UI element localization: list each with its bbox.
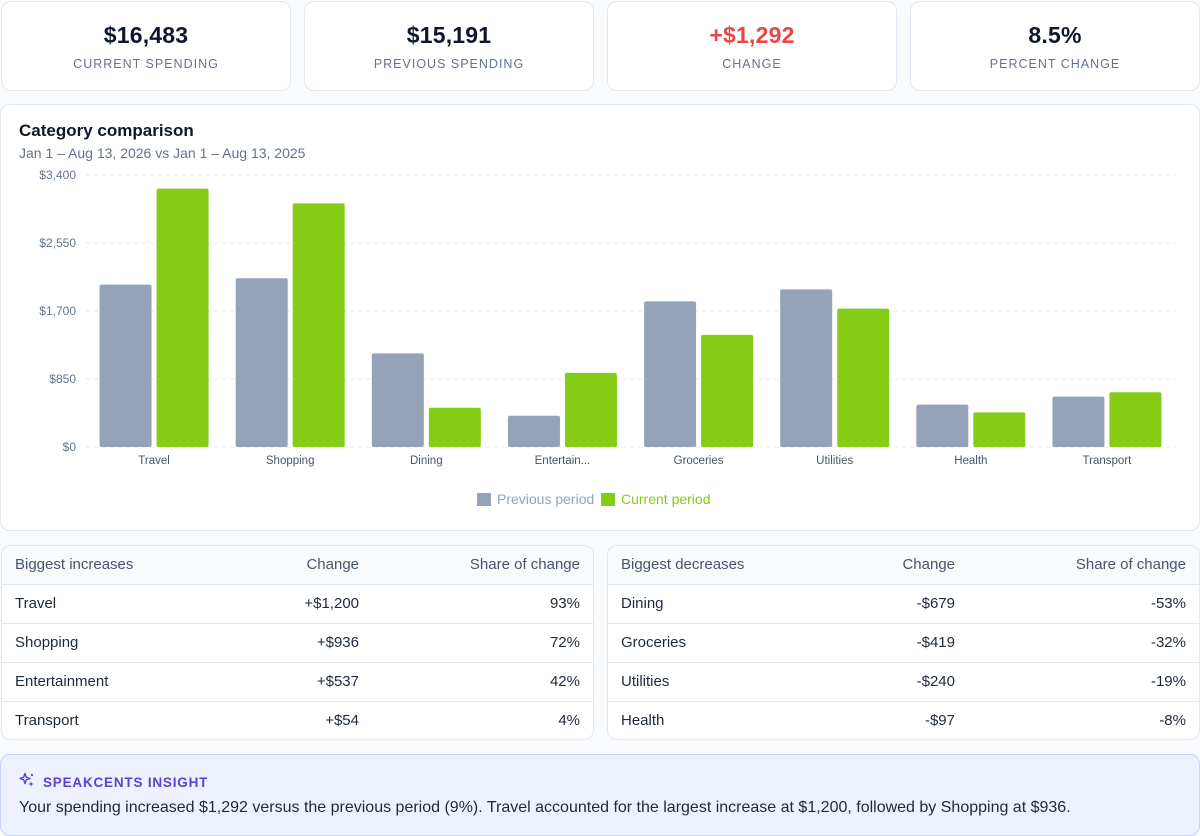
x-tick-label: Dining	[410, 455, 443, 467]
column-header: Biggest decreases	[608, 546, 828, 585]
share-cell: -32%	[968, 623, 1199, 663]
biggest-increases-table: Biggest increases Change Share of change…	[1, 545, 594, 740]
kpi-label: PERCENT CHANGE	[989, 57, 1121, 71]
column-header: Change	[222, 546, 372, 585]
table-row: Travel +$1,200 93%	[2, 584, 593, 624]
x-tick-label: Health	[954, 455, 987, 467]
bar-previous	[644, 301, 697, 447]
chart-title: Category comparison	[19, 121, 194, 140]
bar-current	[156, 188, 209, 447]
legend-swatch	[477, 493, 491, 506]
share-cell: 93%	[372, 584, 593, 624]
bar-previous	[507, 415, 560, 447]
sparkle-icon	[19, 772, 35, 793]
category-cell: Shopping	[2, 623, 222, 663]
category-cell: Health	[621, 712, 665, 730]
change-cell: -$419	[828, 623, 968, 663]
y-tick-label: $0	[63, 440, 77, 454]
y-tick-label: $1,700	[39, 304, 76, 318]
share-cell: 72%	[372, 623, 593, 663]
table-header-row: Biggest increases Change Share of change	[2, 546, 593, 585]
bar-current	[973, 412, 1026, 447]
table-row: Shopping +$936 72%	[2, 623, 593, 663]
column-header: Change	[828, 546, 968, 585]
y-tick-label: $850	[49, 372, 76, 386]
kpi-percent-change: 8.5% PERCENT CHANGE	[910, 1, 1200, 91]
column-header: Share of change	[372, 546, 593, 585]
column-header: Biggest increases	[2, 546, 222, 585]
bar-previous	[99, 284, 152, 447]
bar-current	[292, 203, 345, 447]
table-header-row: Biggest decreases Change Share of change	[608, 546, 1199, 585]
legend-label: Current period	[621, 491, 711, 507]
change-cell: -$97	[924, 712, 955, 730]
share-cell: -53%	[968, 584, 1199, 624]
table-row: Utilities -$240 -19%	[608, 662, 1199, 702]
y-tick-label: $3,400	[39, 168, 76, 182]
category-cell: Utilities	[608, 662, 828, 702]
kpi-previous-spending: $15,191 PREVIOUS SPENDING	[304, 1, 594, 91]
category-cell: Transport	[15, 712, 79, 730]
table-row: Dining -$679 -53%	[608, 584, 1199, 624]
kpi-change: +$1,292 CHANGE	[607, 1, 897, 91]
share-cell: 4%	[558, 712, 580, 730]
y-tick-label: $2,550	[39, 236, 76, 250]
kpi-value: +$1,292	[709, 22, 795, 48]
x-tick-label: Travel	[138, 455, 170, 467]
table-row: Entertainment +$537 42%	[2, 662, 593, 702]
insight-text: Your spending increased $1,292 versus th…	[19, 799, 1071, 816]
bar-current	[428, 407, 481, 447]
change-cell: -$240	[828, 662, 968, 702]
insight-title: SPEAKCENTS INSIGHT	[43, 775, 209, 790]
x-tick-label: Groceries	[674, 455, 724, 467]
bar-current	[1109, 392, 1162, 447]
insight-card: SPEAKCENTS INSIGHT Your spending increas…	[0, 754, 1200, 836]
category-cell: Dining	[608, 584, 828, 624]
table-row: Health -$97 -8%	[608, 701, 1199, 739]
change-cell: -$679	[828, 584, 968, 624]
insight-header: SPEAKCENTS INSIGHT	[19, 772, 208, 793]
bar-previous	[780, 289, 833, 447]
category-cell: Groceries	[608, 623, 828, 663]
kpi-value: $15,191	[406, 22, 492, 48]
column-header: Share of change	[968, 546, 1199, 585]
x-tick-label: Utilities	[816, 455, 853, 467]
legend-swatch	[601, 493, 615, 506]
category-cell: Entertainment	[2, 662, 222, 702]
bar-previous	[916, 404, 969, 447]
x-tick-label: Transport	[1083, 455, 1133, 467]
kpi-row: $16,483 CURRENT SPENDING $15,191 PREVIOU…	[0, 0, 1200, 92]
table-row: Transport +$54 4%	[2, 701, 593, 739]
category-comparison-card: $0 $850 $1,700 $2,550 $3,400 Travel Shopping Di…	[0, 104, 1200, 531]
change-cell: +$1,200	[222, 584, 372, 624]
bar-previous	[371, 353, 424, 447]
kpi-label: CHANGE	[722, 57, 782, 71]
bar-previous	[235, 278, 288, 447]
category-cell: Travel	[2, 584, 222, 624]
change-cell: +$537	[222, 662, 372, 702]
kpi-value: 8.5%	[1028, 22, 1082, 48]
change-cell: +$54	[325, 712, 359, 730]
bar-previous	[1052, 396, 1105, 447]
change-cell: +$936	[222, 623, 372, 663]
kpi-value: $16,483	[103, 22, 189, 48]
table-row: Groceries -$419 -32%	[608, 623, 1199, 663]
x-tick-label: Shopping	[266, 455, 315, 467]
share-cell: -8%	[1159, 712, 1186, 730]
kpi-label: PREVIOUS SPENDING	[373, 57, 525, 71]
kpi-current-spending: $16,483 CURRENT SPENDING	[1, 1, 291, 91]
bar-current	[837, 308, 890, 447]
bar-current	[564, 372, 617, 447]
x-tick-label: Entertain...	[535, 455, 591, 467]
biggest-decreases-table: Biggest decreases Change Share of change…	[607, 545, 1200, 740]
legend-label: Previous period	[497, 491, 594, 507]
kpi-label: CURRENT SPENDING	[73, 57, 219, 71]
share-cell: -19%	[968, 662, 1199, 702]
share-cell: 42%	[372, 662, 593, 702]
category-comparison-chart: $0 $850 $1,700 $2,550 $3,400 Travel Shopping Di…	[39, 168, 1175, 507]
bar-current	[701, 334, 754, 447]
chart-subtitle: Jan 1 – Aug 13, 2026 vs Jan 1 – Aug 13, …	[19, 145, 306, 161]
